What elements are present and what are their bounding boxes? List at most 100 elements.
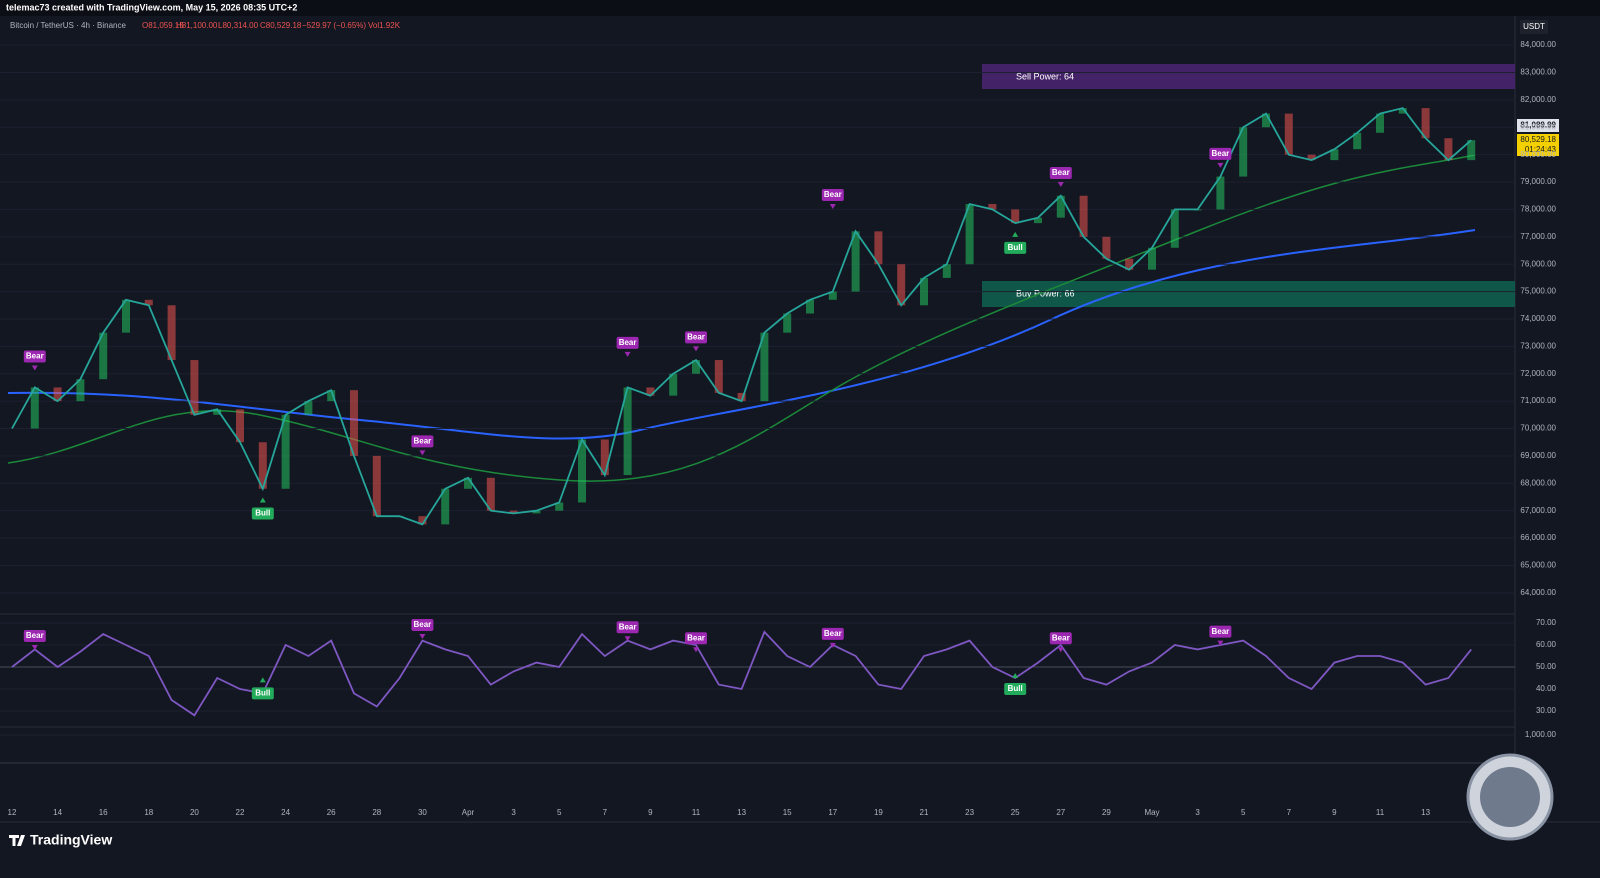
x-tick-label: 5 (1241, 808, 1246, 817)
rsi-tick-label: 40.00 (1536, 684, 1557, 693)
x-tick-label: 3 (511, 808, 516, 817)
candle (532, 510, 541, 514)
candle (122, 299, 130, 333)
candle (99, 332, 108, 380)
candle (53, 387, 62, 402)
y-tick-label: 82,000.00 (1520, 95, 1556, 104)
signal-badge (616, 336, 639, 349)
candle (1170, 209, 1179, 248)
signal-marker (1012, 231, 1019, 237)
candle (372, 455, 381, 517)
x-tick-label: 24 (281, 808, 290, 817)
candle (555, 502, 564, 511)
signal-marker (1012, 672, 1019, 678)
last-price-box (1517, 134, 1559, 156)
signal-marker (1217, 640, 1224, 646)
candle (76, 379, 85, 402)
candle (1330, 149, 1339, 161)
candle (942, 264, 951, 278)
candle (350, 390, 358, 456)
y-tick-label: 83,000.00 (1520, 68, 1556, 77)
y-tick-label: 73,000.00 (1520, 341, 1556, 350)
y-tick-label: 71,000.00 (1520, 396, 1556, 405)
x-tick-label: 28 (372, 808, 381, 817)
candle (30, 387, 39, 429)
rsi-tick-label: 50.00 (1536, 662, 1557, 671)
signal-label: Bear (687, 332, 705, 341)
currency-box (1520, 20, 1548, 34)
candle (1079, 195, 1088, 237)
y-tick-label: 70,000.00 (1520, 424, 1556, 433)
x-tick-label: 18 (144, 808, 153, 817)
signal-marker (829, 203, 836, 209)
signal-badge (1004, 241, 1027, 254)
signal-marker (624, 351, 631, 357)
candle (851, 231, 860, 292)
x-tick-label: 11 (692, 808, 701, 817)
moving-average (7, 229, 1476, 440)
x-tick-label: 12 (8, 808, 17, 817)
signal-label: Bear (824, 190, 842, 199)
candle (1398, 108, 1407, 114)
signal-label: Bear (824, 629, 842, 638)
x-tick-label: 29 (1102, 808, 1111, 817)
signal-marker (31, 365, 38, 371)
candle (600, 439, 609, 476)
candle (578, 439, 586, 503)
x-tick-label: 19 (874, 808, 883, 817)
signal-badge (685, 632, 707, 645)
y-tick-label: 74,000.00 (1520, 314, 1556, 323)
y-tick-label: 72,000.00 (1520, 369, 1556, 378)
candle (646, 387, 655, 396)
candle (190, 360, 199, 415)
volume: Vol1.92K (368, 21, 401, 30)
candle (464, 477, 472, 489)
signal-label: Bull (1008, 243, 1023, 252)
candle (486, 477, 495, 511)
signal-marker (693, 647, 699, 653)
candle (281, 414, 290, 489)
candle (1307, 154, 1316, 161)
x-tick-label: 23 (965, 808, 974, 817)
y-tick-label: 79,000.00 (1520, 177, 1556, 186)
candle (327, 390, 336, 402)
candle (783, 313, 792, 333)
candle (1216, 176, 1225, 210)
candle (418, 516, 427, 525)
candle (828, 291, 837, 300)
high-tag-box (1517, 119, 1559, 132)
signal-badge (616, 621, 639, 634)
y-tick-label: 65,000.00 (1520, 561, 1556, 570)
candle (714, 360, 723, 393)
symbol: Bitcoin / TetherUS · 4h · Binance (10, 21, 126, 30)
candle (1034, 217, 1042, 224)
candle (1467, 140, 1476, 161)
signal-badge (1209, 147, 1232, 160)
signal-label: Bear (619, 338, 637, 347)
candle (441, 488, 450, 525)
candle (920, 277, 928, 306)
x-tick-label: 9 (648, 808, 653, 817)
signal-label: Bull (255, 509, 270, 518)
signal-marker (1217, 162, 1224, 168)
x-tick-label: Apr (462, 808, 475, 817)
signal-marker (693, 346, 699, 352)
ohlc-change: −529.97 (−0.65%) (302, 21, 366, 30)
signal-label: Bear (687, 633, 705, 642)
x-tick-label: 5 (557, 808, 562, 817)
signal-label: Bear (26, 352, 44, 361)
y-tick-label: 68,000.00 (1520, 478, 1556, 487)
signal-label: Bear (414, 620, 432, 629)
macd-tick-label: 1,000.00 (1525, 730, 1557, 739)
signal-marker (624, 636, 631, 642)
x-tick-label: 25 (1011, 808, 1020, 817)
last-price: 80,529.18 (1520, 135, 1556, 144)
ohlc-close: C80,529.18 (260, 21, 302, 30)
high-tag: 81,089.99 (1520, 121, 1556, 130)
x-tick-label: 13 (1421, 808, 1430, 817)
y-tick-label: 66,000.00 (1520, 533, 1556, 542)
x-tick-label: 21 (920, 808, 929, 817)
sell-zone (982, 64, 1515, 89)
